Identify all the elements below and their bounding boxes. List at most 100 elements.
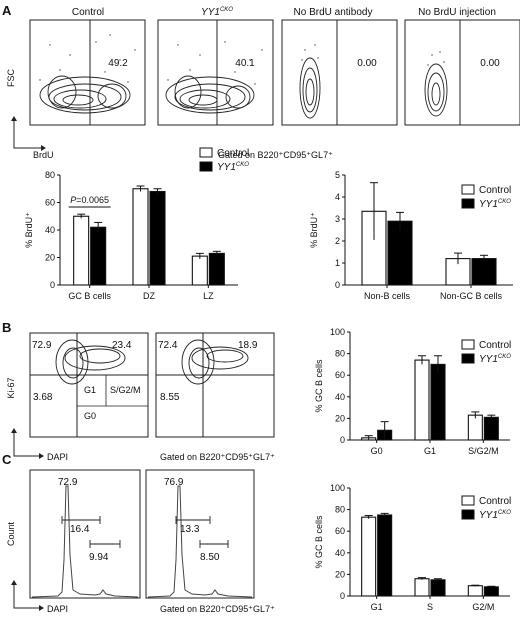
flow-b-phase-g0: G0: [84, 411, 96, 421]
y-axis-label: % GC B cells: [314, 515, 324, 569]
legend-swatch-control: [461, 184, 475, 195]
panel-letter-c: C: [2, 452, 12, 467]
flow-c-gated-label: Gated on B220⁺CD95⁺GL7⁺: [160, 604, 275, 614]
legend-label-control: Control: [217, 148, 249, 159]
flow-c-histogram-1: [31, 485, 139, 598]
legend-label-control: Control: [479, 340, 511, 351]
x-tick-label: G1: [371, 602, 383, 612]
x-tick-label: LZ: [203, 291, 214, 301]
flow-a-plot-cko: [157, 19, 274, 126]
y-tick-label: 80: [335, 505, 345, 515]
legend-swatch-control: [199, 147, 213, 158]
flow-c-gate-s-1: [61, 516, 101, 524]
panel-letter-b: B: [2, 320, 11, 335]
legend-swatch-control: [461, 339, 475, 350]
x-tick-label: Non-B cells: [364, 291, 411, 301]
y-tick-label: 20: [335, 569, 345, 579]
y-tick-label: 40: [335, 548, 345, 558]
y-tick-label: 5: [335, 170, 340, 180]
flow-a-contours-no-injection: [424, 63, 448, 117]
y-tick-label: 20: [335, 413, 345, 423]
bar-cko: [483, 416, 499, 441]
bar-control: [414, 359, 430, 441]
flow-a-gate-cko: [216, 19, 274, 126]
panel-letter-a: A: [2, 3, 12, 18]
flow-a-axis-arrowheads: [11, 116, 46, 151]
flow-a-y-label: FSC: [6, 68, 16, 87]
x-tick-label: G0: [371, 446, 383, 456]
chart-dapi-cycle: 0 20 40 60 80 100 % GC B cells G1 S G2/M Control YY…: [314, 483, 511, 612]
legend-swatch-control: [461, 495, 475, 506]
x-tick-label: GC B cells: [68, 291, 111, 301]
flow-a-title-no-injection: No BrdU injection: [418, 7, 496, 18]
legend-label-cko: YY1CKO: [479, 510, 511, 521]
chart-brdu-nongc: 0 1 2 3 4 5 % BrdU⁺ Non-B cells Non-GC B cells Co…: [309, 170, 513, 301]
bar-control: [132, 188, 149, 286]
y-tick-label: 1: [335, 258, 340, 268]
legend-swatch-cko: [461, 353, 475, 364]
flow-b-group: 72.9 23.4 3.68 G1 S/G2/M G0 72.4 18.9 8.…: [6, 332, 275, 462]
bar-control: [467, 585, 483, 597]
bar-cko: [90, 226, 107, 286]
x-tick-label: S: [427, 602, 433, 612]
bar-cko: [387, 220, 413, 286]
flow-b-q-tl-2: 72.4: [158, 340, 178, 351]
y-tick-label: 40: [45, 225, 55, 235]
y-axis-label: % BrdU⁺: [24, 212, 34, 248]
flow-c-s-2: 13.3: [180, 524, 200, 535]
bar-control: [191, 255, 208, 286]
flow-a-gate-no-antibody: [336, 19, 398, 126]
flow-c-peak-1: 72.9: [58, 477, 78, 488]
bar-control: [467, 414, 483, 441]
bar-cko: [430, 363, 446, 441]
flow-b-contours: [55, 339, 249, 385]
flow-a-gated-label: Gated on B220⁺CD95⁺GL7⁺: [218, 150, 333, 160]
flow-c-axis-arrowheads: [11, 580, 44, 611]
flow-b-y-label: Ki-67: [6, 377, 16, 398]
flow-a-contours-cko: [165, 75, 255, 114]
legend-label-control: Control: [479, 496, 511, 507]
flow-c-plot-2: [145, 469, 255, 599]
x-tick-label: S/G2/M: [468, 446, 499, 456]
flow-b-q-tr-1: 23.4: [112, 340, 132, 351]
bar-cko: [471, 258, 497, 286]
flow-c-histogram-2: [147, 485, 253, 598]
chart-brdu-gc: 0 20 40 60 80 % BrdU⁺ GC B cells DZ LZ P=0.0065 Co…: [24, 147, 249, 301]
flow-b-phase-g1: G1: [84, 385, 96, 395]
legend-swatch-cko: [199, 161, 213, 172]
y-tick-label: 80: [45, 170, 55, 180]
y-tick-label: 0: [50, 280, 55, 290]
flow-a-title-cko: YY1CKO: [201, 7, 233, 18]
flow-c-axis-arrows: [13, 582, 42, 609]
flow-c-peak-2: 76.9: [164, 477, 184, 488]
flow-a-gate-value-no-antibody: 0.00: [357, 58, 377, 69]
legend-swatch-cko: [461, 198, 475, 209]
bar-control: [361, 516, 377, 597]
bar-cko: [377, 514, 393, 597]
flow-b-q-tr-2: 18.9: [238, 340, 258, 351]
y-tick-label: 0: [335, 280, 340, 290]
flow-a-dots: [39, 34, 445, 85]
flow-a-axis-arrows: [13, 118, 44, 149]
flow-a-title-cko-main: YY1: [201, 7, 220, 18]
flow-b-x-label: DAPI: [47, 452, 68, 462]
flow-a-plot-no-antibody: [281, 19, 398, 126]
x-tick-label: Non-GC B cells: [440, 291, 503, 301]
y-tick-label: 80: [335, 349, 345, 359]
legend-label-control: Control: [479, 185, 511, 196]
flow-b-plot-2: [155, 332, 275, 438]
flow-a-title-no-antibody: No BrdU antibody: [294, 7, 373, 18]
flow-a-gate-value-no-injection: 0.00: [480, 58, 500, 69]
flow-c-gate-g2m-1: [89, 540, 121, 548]
y-tick-label: 60: [45, 198, 55, 208]
y-axis-label: % BrdU⁺: [309, 212, 319, 248]
flow-c-g2m-1: 9.94: [89, 552, 109, 563]
flow-a-group: Control YY1CKO No BrdU antibody No BrdU …: [6, 7, 520, 160]
bar-cko: [430, 579, 446, 597]
flow-b-q-bl-1: 3.68: [33, 392, 53, 403]
flow-c-s-1: 16.4: [70, 524, 90, 535]
x-tick-label: G1: [424, 446, 436, 456]
flow-b-phase-sg2m: S/G2/M: [110, 385, 141, 395]
flow-c-g2m-2: 8.50: [200, 552, 220, 563]
y-tick-label: 60: [335, 526, 345, 536]
